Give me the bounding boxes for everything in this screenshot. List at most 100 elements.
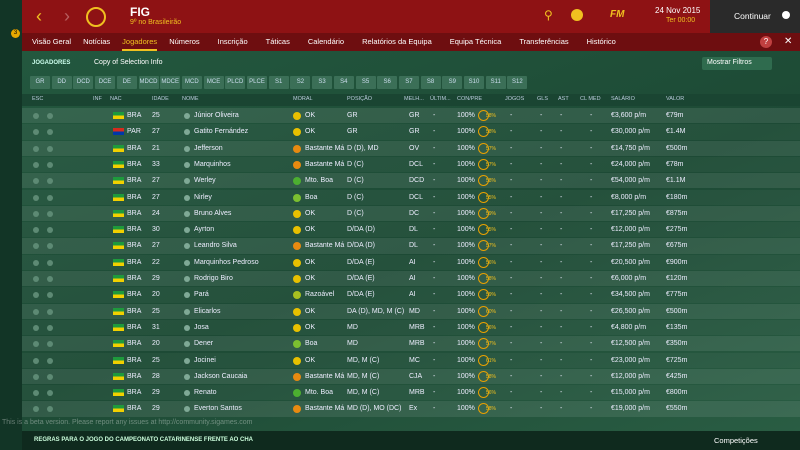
column-header[interactable]: NOME	[182, 96, 199, 102]
table-row[interactable]: BRA 27 Nirley Boa D (C) DCL - 100% 55% - - - - €8,000…	[22, 189, 800, 205]
column-header[interactable]: GLS	[537, 96, 549, 102]
club-badge[interactable]	[86, 7, 106, 27]
continue-button[interactable]: Continuar	[710, 0, 800, 33]
table-row[interactable]: BRA 28 Jackson Caucaia Bastante Má MD, M (C)…	[22, 368, 800, 385]
position-button[interactable]: S12	[507, 76, 528, 89]
position-button[interactable]: S2	[290, 76, 311, 89]
table-row[interactable]: BRA 25 Elicarlos OK DA (D), MD, M (C) MD - 100%…	[22, 303, 800, 319]
menu-item[interactable]: Calendário	[307, 37, 345, 46]
cell: BRA	[127, 275, 142, 282]
column-header[interactable]: VALOR	[666, 96, 685, 102]
position-button[interactable]: DCE	[95, 76, 116, 89]
position-button[interactable]: MDCD	[138, 76, 159, 89]
column-header[interactable]: ÚLTIM...	[430, 96, 451, 102]
cell: MRB	[409, 323, 425, 331]
column-header[interactable]: CL MED	[580, 96, 601, 102]
position-button[interactable]: S1	[268, 76, 289, 89]
position-button[interactable]: S6	[377, 76, 398, 89]
column-header[interactable]: IDADE	[152, 96, 169, 102]
position-button[interactable]: DD	[51, 76, 72, 89]
cell: €26,500 p/m	[611, 307, 650, 315]
position-button[interactable]: MDCE	[160, 76, 181, 89]
forward-button[interactable]: ›	[64, 6, 70, 26]
table-row[interactable]: BRA 22 Marquinhos Pedroso OK D/DA (E) AI - 100%…	[22, 254, 800, 270]
position-button[interactable]: PLCE	[247, 76, 267, 89]
position-button[interactable]: PLCD	[225, 76, 246, 89]
select-icon	[47, 161, 53, 168]
table-row[interactable]: BRA 20 Dener Boa MD MRB -100% 57% - - - - €12,500 p/…	[22, 336, 800, 352]
menu-item[interactable]: Relatórios da Equipa	[362, 37, 432, 46]
position-button[interactable]: S4	[333, 76, 354, 89]
competitions-button[interactable]: Competições	[714, 436, 758, 445]
position-button[interactable]: GR	[30, 76, 50, 89]
table-row[interactable]: BRA 25 Jocinei OK MD, M (C) MC - 100% 61% - - - - €23…	[22, 352, 800, 368]
position-button[interactable]: MCD	[181, 76, 202, 89]
table-row[interactable]: BRA 24 Bruno Alves OK D (C) DC - 100% 59% - - - - €17…	[22, 205, 800, 222]
menu-item[interactable]: Histórico	[586, 37, 616, 46]
table-row[interactable]: PAR 27 Gatito Fernández OK GR GR - 100% 58% - - - - €…	[22, 124, 800, 140]
column-header[interactable]: MELH...	[404, 96, 424, 102]
position-button[interactable]: S11	[485, 76, 506, 89]
column-header[interactable]: AST	[558, 96, 569, 102]
menu-item[interactable]: Notícias	[83, 37, 111, 46]
cell: -	[433, 112, 436, 119]
column-header[interactable]: ESC	[32, 96, 44, 102]
position-button[interactable]: S3	[312, 76, 333, 89]
globe-icon[interactable]	[571, 9, 583, 21]
cell: -	[540, 242, 543, 250]
menu-item[interactable]: Visão Geral	[32, 37, 72, 46]
position-button[interactable]: S7	[398, 76, 419, 89]
column-header[interactable]: CON/PRE	[457, 96, 483, 102]
menu-item[interactable]: Jogadores	[122, 37, 158, 46]
column-header[interactable]: JOGOS	[505, 96, 525, 102]
menu-item[interactable]: Táticas	[265, 37, 290, 46]
cell: -	[433, 226, 436, 234]
table-row[interactable]: BRA 21 Jefferson Bastante Má D (D), MD OV - 100…	[22, 140, 800, 156]
table-row[interactable]: BRA 27 Leandro Silva Bastante Má D/DA (D) DL -…	[22, 238, 800, 254]
continue-icon	[782, 11, 790, 19]
back-button[interactable]: ‹	[36, 6, 42, 26]
menu-item[interactable]: Transferências	[519, 37, 569, 46]
column-header[interactable]: NAC	[110, 96, 122, 102]
cell: Júnior Oliveira	[194, 112, 239, 119]
table-row[interactable]: BRA 27 Werley Mto. Boa D (C) DCD -100% 58% - - - - €…	[22, 173, 800, 189]
menu-item[interactable]: Equipa Técnica	[449, 37, 502, 46]
position-button[interactable]: DCD	[73, 76, 94, 89]
players-tab[interactable]: JOGADORES	[32, 60, 71, 66]
position-button[interactable]: S10	[464, 76, 484, 89]
cell: Jocinei	[194, 356, 216, 364]
table-row[interactable]: BRA 33 Marquinhos Bastante Má D (C) DCL - 100% 5…	[22, 156, 800, 173]
cell: -	[560, 405, 563, 413]
table-row[interactable]: BRA 25 Júnior Oliveira OK GR GR - 100% 58% - - - - €3…	[22, 108, 800, 124]
column-header[interactable]: INF	[93, 96, 102, 102]
column-header[interactable]: SALÁRIO	[611, 96, 635, 102]
fm-icon[interactable]: FM	[610, 9, 625, 20]
menu-item[interactable]: Números	[169, 37, 200, 46]
position-button[interactable]: DE	[116, 76, 137, 89]
view-selector[interactable]: Copy of Selection Info	[94, 59, 163, 66]
menu-item[interactable]: Inscrição	[217, 37, 248, 46]
position-button-label: S3	[318, 79, 326, 85]
help-button[interactable]: ?	[760, 36, 772, 48]
table-row[interactable]: BRA 29 Everton Santos Bastante Má MD (D), MO…	[22, 401, 800, 417]
cell: BRA	[127, 372, 142, 380]
table-row[interactable]: BRA 31 Josa OK MD MRB -100% 56% - - - - €4,800 p/m €1…	[22, 319, 800, 336]
cell: DL	[409, 226, 418, 234]
position-button[interactable]: S8	[420, 76, 441, 89]
table-row[interactable]: BRA 30 Ayrton OK D/DA (D) DL - 100% 55% - - - - €12,0…	[22, 222, 800, 238]
position-button[interactable]: S5	[355, 76, 376, 89]
table-row[interactable]: BRA 29 Rodrigo Biro OK D/DA (E) AI - 100% 58% - - -…	[22, 271, 800, 287]
cell: €54,000 p/m	[611, 177, 650, 185]
club-name: FIG	[130, 5, 150, 19]
column-header[interactable]: POSIÇÃO	[347, 96, 373, 102]
column-header[interactable]: MORAL	[293, 96, 313, 102]
position-button[interactable]: MCE	[203, 76, 224, 89]
filters-button[interactable]: Mostrar Filtros	[702, 57, 772, 70]
cell: -	[510, 209, 513, 217]
close-button[interactable]: ✕	[784, 36, 793, 47]
position-button[interactable]: S9	[442, 76, 463, 89]
news-ticker[interactable]: REGRAS PARA O JOGO DO CAMPEONATO CATARIN…	[34, 437, 254, 443]
table-row[interactable]: BRA 29 Renato Mto. Boa MD, M (C) MRB -100% 56% -…	[22, 385, 800, 401]
table-row[interactable]: BRA 20 Pará Razoável D/DA (E) AI - 100% 59% - - - - €…	[22, 287, 800, 303]
search-icon[interactable]: ⚲	[544, 8, 553, 22]
